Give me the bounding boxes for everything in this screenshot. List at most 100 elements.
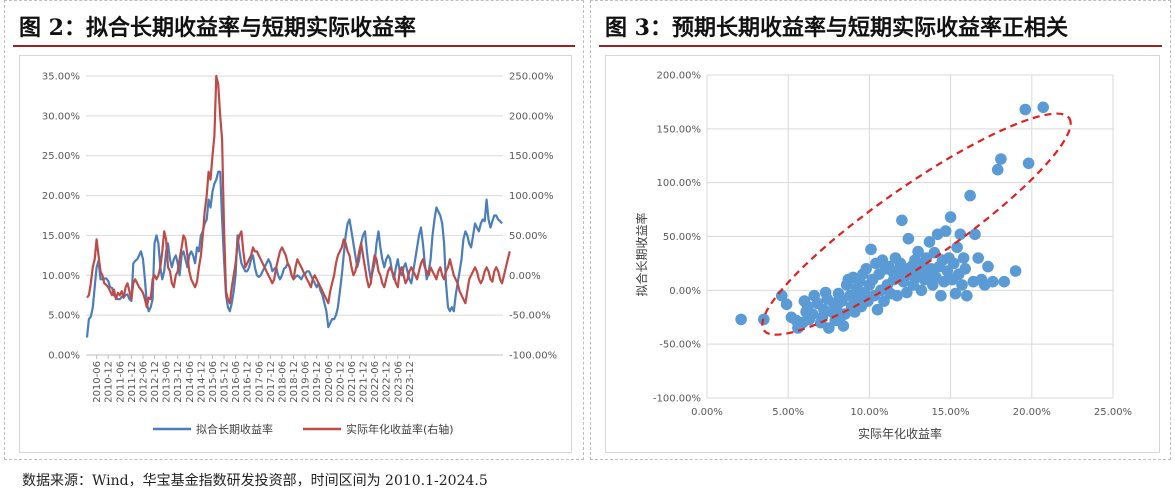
left-chart-title: 图 2：拟合长期收益率与短期实际收益率 <box>19 15 416 41</box>
scatter-point <box>1019 103 1032 116</box>
scatter-point <box>982 260 994 273</box>
scatter-point <box>987 275 999 288</box>
y-tick-label: 100.00% <box>657 178 702 189</box>
scatter-point <box>901 286 913 299</box>
scatter-point <box>865 243 877 256</box>
scatter-point <box>1022 157 1035 170</box>
scatter-point <box>735 313 747 326</box>
y-tick-label: 150.00% <box>657 124 702 135</box>
x-tick-label: 2014-06 <box>185 361 196 403</box>
scatter-point <box>961 289 973 302</box>
x-tick-label: 25.00% <box>1094 407 1132 418</box>
x-tick-label: 2013-12 <box>173 361 184 403</box>
scatter-point <box>871 303 884 316</box>
x-tick-label: 2015-12 <box>220 361 231 403</box>
y-tick-label: -50.00% <box>659 340 701 351</box>
scatter-point <box>897 275 910 288</box>
scatter-point <box>823 322 835 334</box>
left-chart-panel: 图 2：拟合长期收益率与短期实际收益率 0.00% 5.00% 10.00% 15.0… <box>4 0 584 460</box>
x-tick-label: 2021-06 <box>347 361 358 403</box>
x-tick-label: 2013-06 <box>162 361 173 403</box>
y-axis-label: 拟合长期收益率 <box>634 212 649 296</box>
y-tick-label: 50.00% <box>663 232 701 243</box>
y-tick-label: 0.00% <box>669 286 701 297</box>
scatter-point <box>806 308 819 320</box>
x-axis-label: 实际年化收益率 <box>858 426 942 441</box>
annotation-ellipse <box>761 112 1072 336</box>
x-tick-label: 2020-06 <box>324 361 335 403</box>
y-left-tick-label: 0.00% <box>48 351 80 362</box>
series-line-fitted <box>85 170 503 338</box>
x-tick-label: 2010-12 <box>104 361 115 403</box>
scatter-point <box>915 284 928 297</box>
scatter-point <box>998 275 1010 288</box>
x-tick-label: 2023-12 <box>405 361 416 403</box>
y-right-tick-label: 150.00% <box>509 151 554 162</box>
scatter-point <box>878 295 890 307</box>
y-right-tick-label: 100.00% <box>509 191 554 202</box>
scatter-point <box>951 241 963 254</box>
scatter-point <box>912 245 924 258</box>
scatter-point <box>948 257 960 270</box>
y-left-tick-label: 10.00% <box>42 271 80 282</box>
x-tick-label: 2022-06 <box>370 361 381 403</box>
scatter-chart-frame: -100.00% -50.00% 0.00% 50.00% 100.00% 150.00%… <box>605 55 1160 453</box>
x-tick-label: 2017-06 <box>254 361 265 403</box>
x-tick-label: 2015-06 <box>208 361 219 403</box>
x-tick-label: 2023-06 <box>393 361 404 403</box>
x-tick-label: 2014-12 <box>196 361 207 403</box>
line-chart: 0.00% 5.00% 10.00% 15.00% 20.00% 25.00% 30.00%… <box>42 72 557 437</box>
scatter-point <box>923 236 936 248</box>
scatter-point <box>941 265 954 277</box>
scatter-point <box>969 228 981 241</box>
y-left-tick-label: 25.00% <box>42 151 80 162</box>
x-tick-label: 5.00% <box>772 407 804 418</box>
scatter-point <box>860 263 872 275</box>
x-tick-label: 2012-06 <box>138 361 149 403</box>
scatter-point <box>896 214 908 227</box>
x-tick-label: 15.00% <box>932 407 970 418</box>
scatter-point <box>1037 101 1049 114</box>
scatter-point <box>780 298 793 311</box>
x-tick-label: 2010-06 <box>92 361 103 403</box>
scatter-chart: -100.00% -50.00% 0.00% 50.00% 100.00% 150.00%… <box>634 71 1132 442</box>
scatter-point <box>995 153 1007 165</box>
scatter-point <box>902 232 915 245</box>
x-tick-label: 2019-06 <box>301 361 312 403</box>
x-tick-label: 2012-12 <box>150 361 161 403</box>
x-tick-label: 2011-06 <box>115 361 126 403</box>
legend-label: 实际年化收益率(右轴) <box>346 422 454 436</box>
x-tick-label: 0.00% <box>691 407 723 418</box>
y-left-tick-label: 15.00% <box>42 231 80 242</box>
scatter-point <box>956 279 968 291</box>
series-line-actual <box>86 74 511 309</box>
y-right-tick-label: 200.00% <box>509 111 554 122</box>
y-right-tick-label: 50.00% <box>509 231 547 242</box>
y-tick-label: -100.00% <box>653 394 701 405</box>
x-tick-label: 2022-12 <box>382 361 393 403</box>
y-left-tick-label: 30.00% <box>42 111 80 122</box>
legend-label: 拟合长期收益率 <box>196 422 273 436</box>
scatter-point <box>935 289 947 302</box>
y-right-tick-label: 250.00% <box>509 72 554 83</box>
title-rule <box>599 45 1162 47</box>
y-right-tick-label: -50.00% <box>509 311 551 322</box>
y-right-tick-label: 0.00% <box>509 271 541 282</box>
y-left-tick-label: 20.00% <box>42 191 80 202</box>
scatter-point <box>957 252 970 264</box>
y-left-tick-label: 5.00% <box>48 311 80 322</box>
scatter-point <box>944 211 957 223</box>
x-tick-label: 20.00% <box>1013 407 1051 418</box>
y-right-tick-label: -100.00% <box>509 351 557 362</box>
scatter-point <box>939 225 952 237</box>
x-tick-label: 2016-12 <box>243 361 254 403</box>
scatter-point <box>837 320 850 332</box>
x-tick-label: 2016-06 <box>231 361 242 403</box>
scatter-point <box>972 252 984 264</box>
x-tick-label: 2011-12 <box>127 361 138 403</box>
scatter-point <box>991 163 1004 176</box>
scatter-point <box>949 287 962 300</box>
right-chart-panel: 图 3：预期长期收益率与短期实际收益率正相关 -100.00% -50.00% 0.… <box>590 0 1171 460</box>
x-tick-label: 2018-06 <box>277 361 288 403</box>
x-tick-label: 2017-12 <box>266 361 277 403</box>
